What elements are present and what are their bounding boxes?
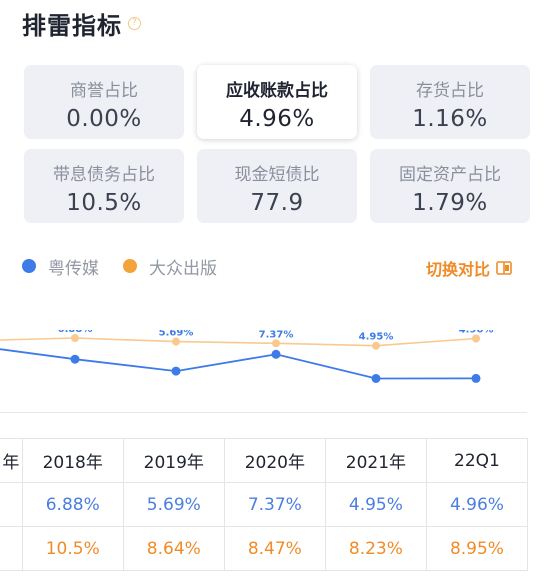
- data-point[interactable]: [371, 374, 381, 383]
- data-point[interactable]: [172, 337, 180, 346]
- table-cell: 8.23%: [324, 526, 427, 571]
- metric-label: 应收账款占比: [226, 81, 328, 101]
- series-line-0: [0, 348, 477, 380]
- data-label: 7.37%: [259, 330, 294, 340]
- metric-value: 77.9: [250, 190, 304, 216]
- section-title: 排雷指标: [22, 11, 122, 40]
- data-label: 6.88%: [58, 330, 93, 335]
- table-header-cell: 2020年: [223, 438, 326, 483]
- switch-compare-label: 切换对比: [425, 260, 490, 279]
- metric-value: 10.5%: [66, 190, 142, 216]
- chart-legend: 粤传媒 大众出版: [22, 254, 241, 279]
- data-point[interactable]: [71, 334, 79, 342]
- metric-value: 1.79%: [412, 190, 488, 216]
- table-header-cell: 2018年: [21, 438, 124, 483]
- data-point[interactable]: [471, 373, 481, 383]
- data-label: 4.95%: [359, 332, 394, 343]
- line-chart: 6.88% 5.69% 7.37% 4.95% 4.96%: [0, 330, 494, 383]
- data-point[interactable]: [272, 339, 280, 348]
- data-label: 5.69%: [159, 330, 194, 339]
- table-cell: 8.47%: [223, 526, 326, 571]
- metric-label: 现金短债比: [234, 165, 320, 185]
- metric-value: 4.96%: [239, 106, 315, 132]
- legend-dot-icon: [22, 259, 36, 273]
- table-cell: [0, 526, 23, 571]
- metric-label: 固定资产占比: [399, 165, 501, 185]
- question-circle-icon[interactable]: ?: [128, 16, 141, 30]
- data-table: 年 2018年 2019年 2020年 2021年 22Q1 6.88% 5.6…: [0, 438, 529, 571]
- metric-card-interest-debt[interactable]: 带息债务占比 10.5%: [24, 149, 184, 223]
- table-cell: [0, 482, 23, 527]
- table-cell: 6.88%: [21, 482, 124, 527]
- table-header-cell: 22Q1: [425, 438, 529, 483]
- compare-toggle-icon: [496, 261, 512, 275]
- data-point[interactable]: [70, 354, 80, 364]
- metric-label: 存货占比: [416, 81, 484, 101]
- table-row: 10.5% 8.64% 8.47% 8.23% 8.95%: [0, 526, 529, 571]
- table-cell: 4.96%: [425, 482, 529, 527]
- metric-value: 0.00%: [66, 106, 142, 132]
- legend-label: 大众出版: [149, 258, 217, 279]
- legend-dot-icon: [123, 259, 137, 273]
- chart-divider: [0, 412, 527, 413]
- series-line-1: [0, 337, 477, 347]
- metric-label: 带息债务占比: [53, 165, 155, 185]
- table-header-cell: 年: [0, 438, 23, 483]
- table-cell: 4.95%: [324, 482, 427, 527]
- table-cell: 10.5%: [21, 526, 124, 571]
- data-point[interactable]: [171, 366, 181, 376]
- metric-value: 1.16%: [412, 106, 488, 132]
- data-point[interactable]: [372, 341, 380, 350]
- metric-card-receivables[interactable]: 应收账款占比 4.96%: [197, 65, 357, 139]
- table-cell: 5.69%: [122, 482, 225, 527]
- legend-label: 粤传媒: [48, 258, 99, 279]
- metric-card-cash-short-debt[interactable]: 现金短债比 77.9: [197, 149, 357, 223]
- data-point[interactable]: [472, 334, 480, 343]
- metric-card-fixed-assets[interactable]: 固定资产占比 1.79%: [370, 149, 530, 223]
- table-cell: 8.64%: [122, 526, 225, 571]
- metric-card-inventory[interactable]: 存货占比 1.16%: [370, 65, 530, 139]
- metric-card-goodwill[interactable]: 商誉占比 0.00%: [24, 65, 184, 139]
- section-header: 排雷指标 ?: [22, 8, 141, 40]
- metric-label: 商誉占比: [70, 81, 138, 101]
- table-header-row: 年 2018年 2019年 2020年 2021年 22Q1: [0, 438, 529, 483]
- data-label: 4.96%: [459, 330, 494, 336]
- data-point[interactable]: [271, 349, 281, 359]
- table-row: 6.88% 5.69% 7.37% 4.95% 4.96%: [0, 482, 529, 527]
- legend-item-company[interactable]: 粤传媒: [22, 254, 99, 279]
- table-header-cell: 2021年: [324, 438, 427, 483]
- switch-compare-button[interactable]: 切换对比: [426, 256, 512, 280]
- table-cell: 7.37%: [223, 482, 326, 527]
- table-cell: 8.95%: [425, 526, 529, 571]
- table-header-cell: 2019年: [122, 438, 225, 483]
- legend-item-industry[interactable]: 大众出版: [123, 254, 217, 279]
